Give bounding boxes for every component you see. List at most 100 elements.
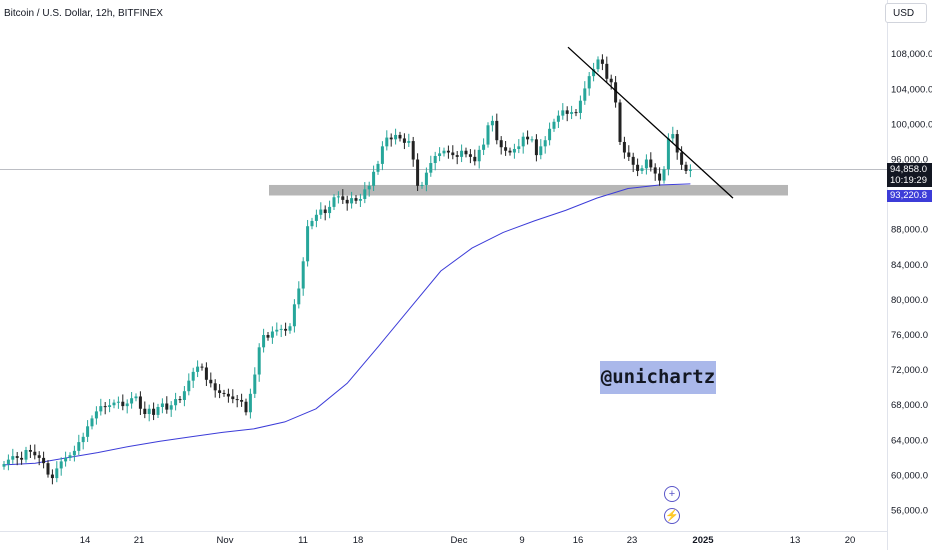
candle-body [433,156,437,164]
candle-body [257,347,261,375]
candle-body [103,406,107,408]
candle-body [600,59,604,64]
lightning-circle-icon[interactable]: ⚡ [664,508,680,524]
candle-body [367,185,371,190]
price-axis-label: 56,000.0 [891,506,928,517]
candle-body [495,120,499,141]
candle-body [640,168,644,171]
candle-body [649,159,653,168]
candle-body [455,155,459,157]
candle-body [644,159,648,169]
candle-body [530,139,534,141]
candle-body [200,366,204,368]
candle-body [279,328,283,330]
current-price-value: 94,858.0 [890,164,927,175]
grid-layer [0,0,888,550]
candle-body [306,226,310,262]
candle-body [68,455,72,458]
candle-body [37,455,41,458]
candle-body [627,152,631,157]
price-axis-label: 72,000.0 [891,365,928,376]
candle-body [486,125,490,145]
candle-body [20,457,24,460]
candle-body [451,152,455,156]
candle-body [297,288,301,305]
candle-body [42,457,46,464]
candle-body [446,150,450,153]
candle-body [477,149,481,162]
candle-body [332,197,336,207]
candle-body [323,209,327,214]
candle-body [138,396,142,409]
time-axis-label: 13 [790,535,801,546]
candle-body [622,141,626,153]
candle-body [86,426,90,437]
candle-body [253,374,257,394]
bar-countdown: 10:19:29 [890,175,927,186]
candle-body [587,76,591,89]
candle-body [213,383,217,391]
candle-body [108,405,112,407]
candle-body [578,100,582,113]
candle-body [684,164,688,171]
candle-body [680,152,684,165]
axes-layer: 108,000.0 104,000.0 100,000.0 96,000.0 88,00… [80,49,932,546]
candle-body [112,402,116,406]
current-price-tag: 94,858.0 10:19:29 [887,163,932,187]
price-axis-label: 100,000.0 [891,119,932,130]
candle-body [345,199,349,204]
candle-body [504,147,508,151]
candle-body [499,140,503,148]
support-zone-layer [269,184,788,196]
candle-body [240,399,244,402]
candle-body [385,137,389,147]
candle-body [222,392,226,394]
candle-body [218,390,222,393]
candle-body [77,442,81,451]
candle-body [350,198,354,204]
candle-body [394,134,398,140]
candle-body [473,156,477,162]
plus-circle-icon[interactable]: + [664,486,680,502]
candle-body [59,461,63,469]
candle-body [178,399,182,401]
moving-average-line [3,183,691,466]
candle-body [552,121,556,129]
moving-average-tag: 93,220.8 [887,190,932,202]
price-axis-label: 68,000.0 [891,400,928,411]
candle-body [398,134,402,139]
candle-body [328,206,332,214]
candle-body [314,214,318,221]
candle-body [55,468,59,479]
candle-body [521,136,525,147]
candle-body [675,134,679,153]
price-axis-label: 88,000.0 [891,225,928,236]
candle-body [543,140,547,147]
candle-body [539,146,543,156]
price-axis-label: 76,000.0 [891,330,928,341]
candle-body [24,449,28,460]
candle-body [526,136,530,140]
candle-body [614,82,618,103]
candle-body [534,139,538,156]
candle-body [363,189,367,200]
candle-body [354,198,358,201]
candle-body [336,196,340,198]
candle-body [156,406,160,415]
candle-body [570,112,574,114]
candle-body [376,163,380,172]
candle-body [407,141,411,143]
candle-body [226,393,230,397]
candle-body [574,112,578,114]
candle-body [284,328,288,331]
candle-body [46,463,50,475]
candle-body [90,418,94,427]
candle-body [165,403,169,410]
time-axis-label: Dec [451,535,468,546]
trendline-layer [567,46,734,199]
symbol-title[interactable]: Bitcoin / U.S. Dollar, 12h, BITFINEX [4,8,163,19]
currency-button[interactable]: USD [885,3,927,23]
time-axis-label: 11 [298,535,308,546]
